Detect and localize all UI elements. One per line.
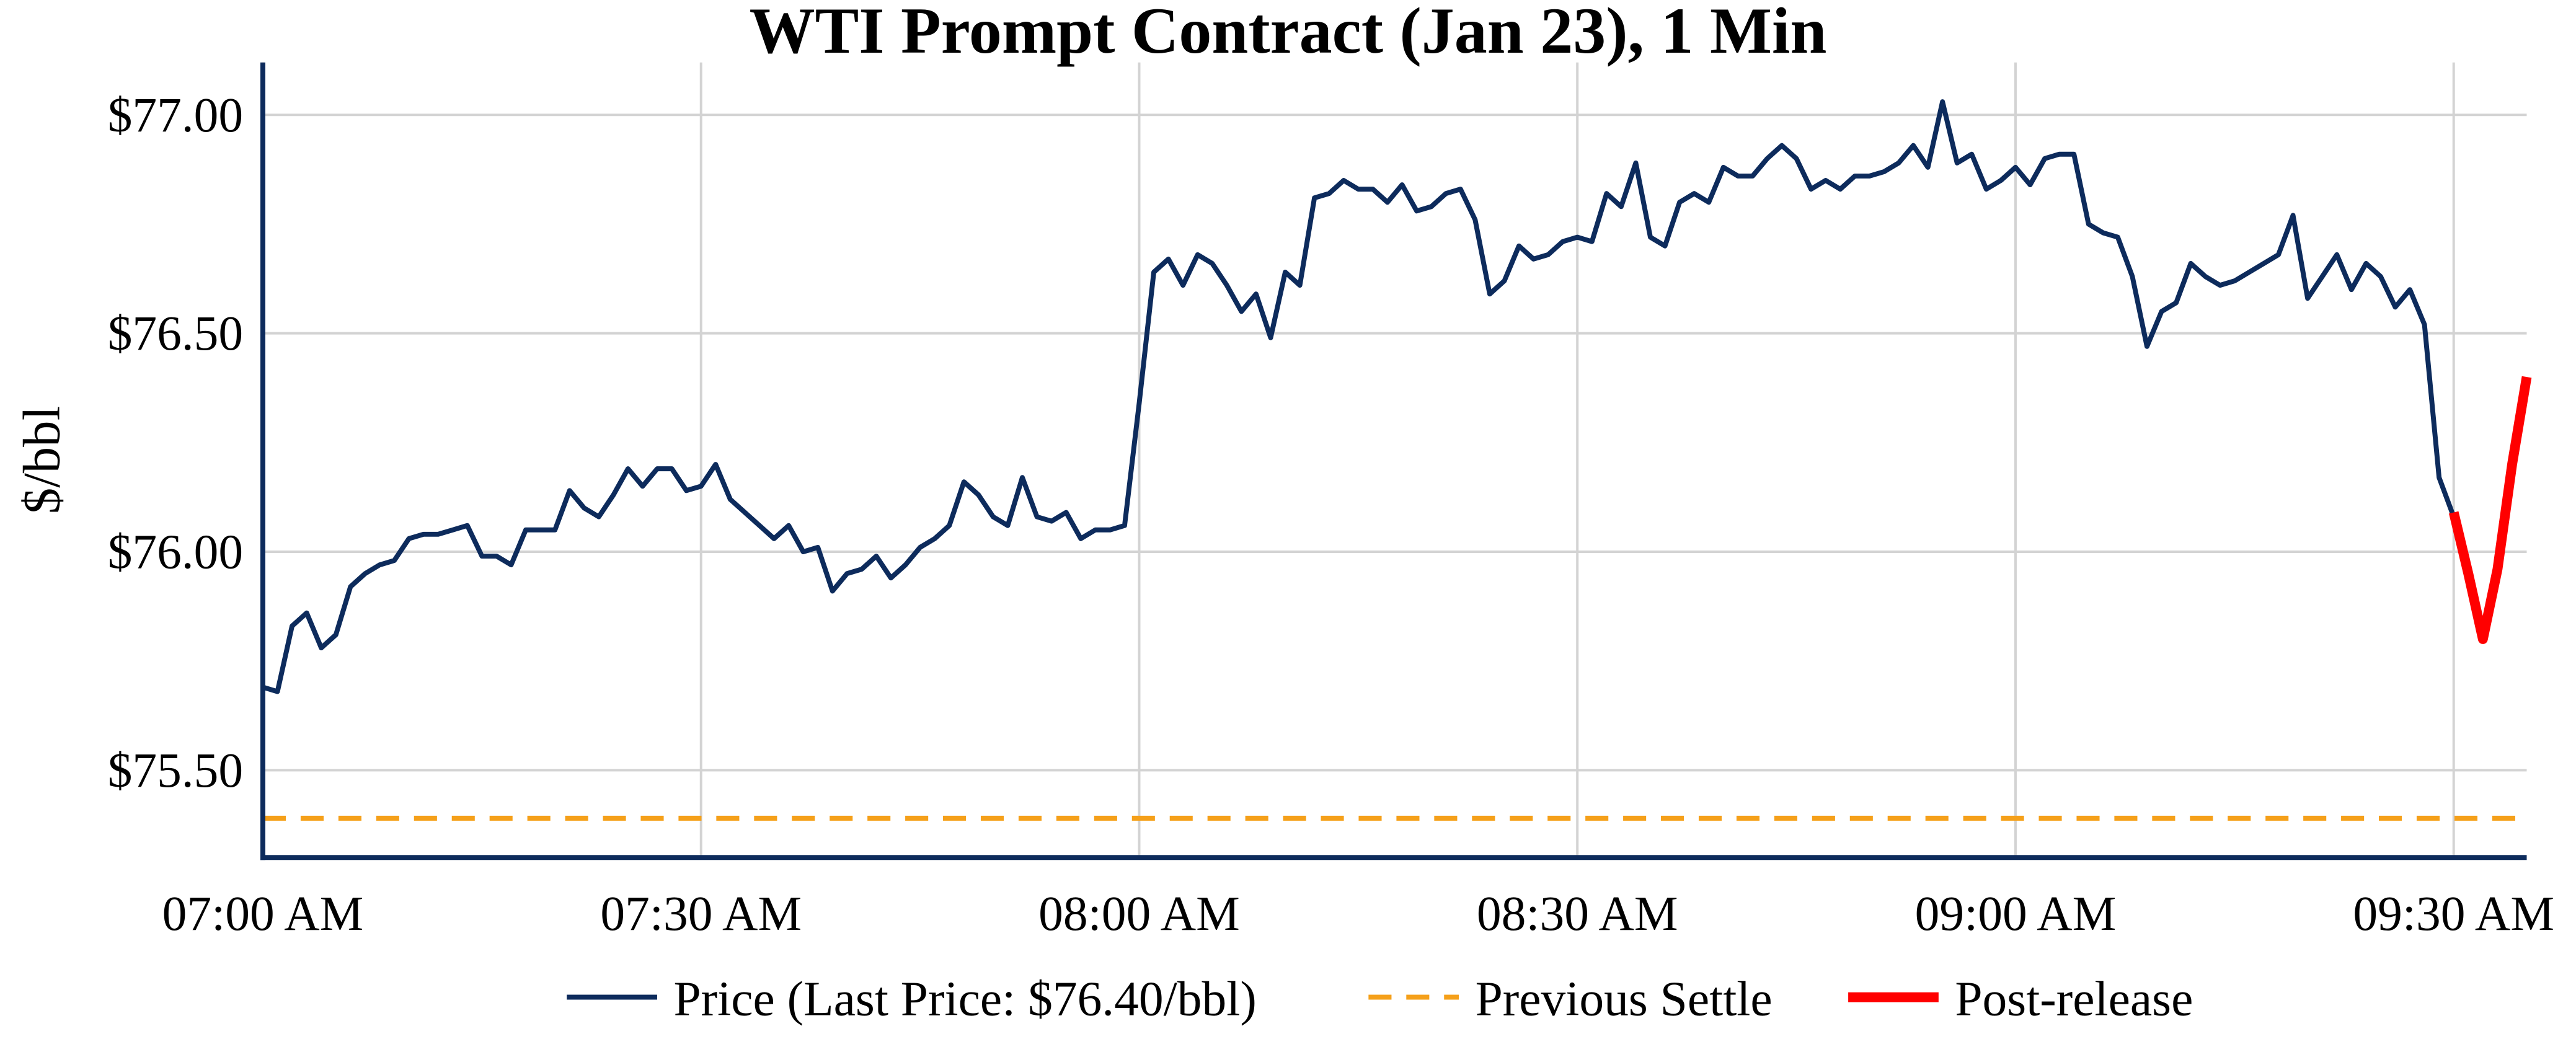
legend-label: Previous Settle [1476, 972, 1773, 1027]
x-tick-label: 07:30 AM [600, 887, 802, 941]
x-tick-label: 08:30 AM [1477, 887, 1678, 941]
y-tick-label: $75.50 [108, 743, 244, 798]
y-axis-label: $/bbl [12, 406, 71, 514]
price-line [2448, 376, 2532, 644]
x-tick-label: 09:30 AM [2353, 887, 2554, 941]
chart-title: WTI Prompt Contract (Jan 23), 1 Min [750, 0, 1827, 67]
x-tick-label: 08:00 AM [1038, 887, 1240, 941]
y-tick-label: $76.00 [108, 525, 244, 580]
price-line [262, 99, 2456, 694]
x-tick-label: 07:00 AM [162, 887, 364, 941]
legend-label: Price (Last Price: $76.40/bbl) [673, 972, 1256, 1027]
y-tick-label: $76.50 [108, 306, 244, 361]
x-tick-label: 09:00 AM [1915, 887, 2117, 941]
y-tick-label: $77.00 [108, 88, 244, 143]
legend-label: Post-release [1955, 972, 2193, 1027]
